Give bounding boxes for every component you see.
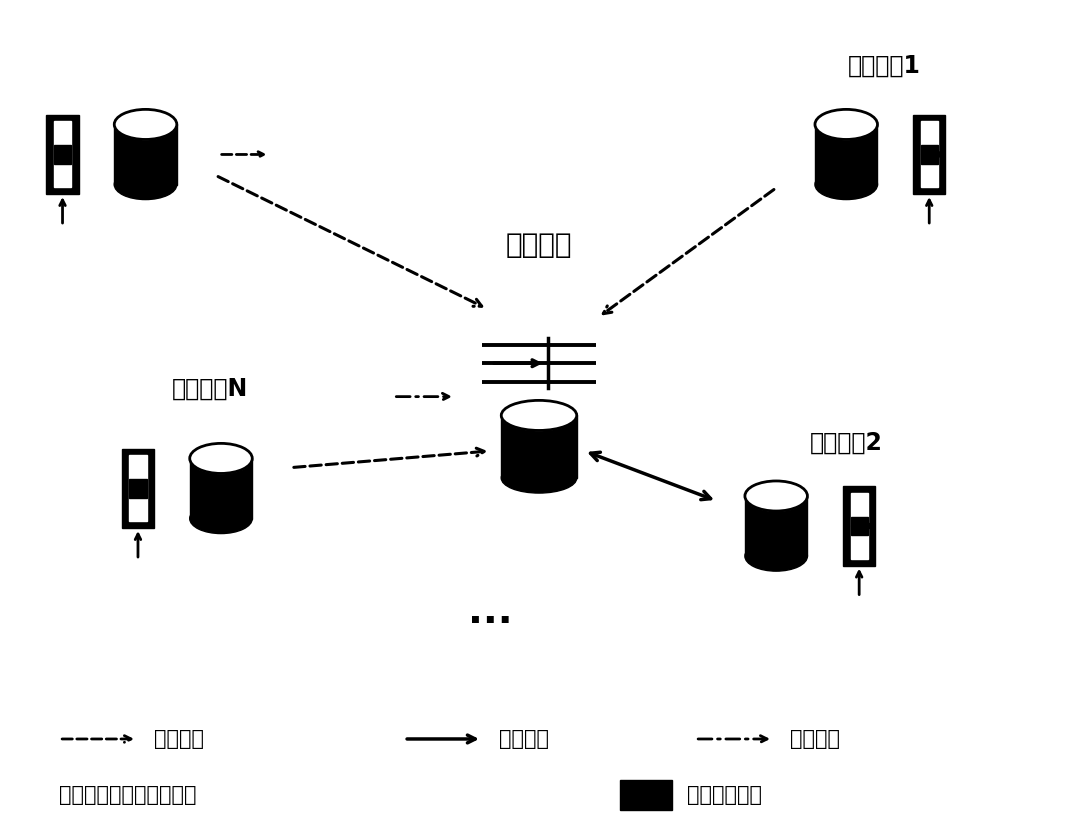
Text: 来自任务节点卸载的任务: 来自任务节点卸载的任务 (59, 785, 197, 805)
Bar (843, 486, 875, 566)
Bar (190, 458, 252, 519)
Ellipse shape (501, 401, 577, 431)
Ellipse shape (190, 443, 252, 473)
Bar (114, 124, 177, 185)
Text: 帮助节点N: 帮助节点N (172, 377, 248, 401)
Bar (913, 115, 945, 195)
Bar (129, 455, 147, 521)
Text: 帮助节点1: 帮助节点1 (847, 53, 921, 78)
Ellipse shape (114, 109, 177, 139)
Ellipse shape (745, 541, 807, 571)
Bar (620, 780, 672, 810)
Bar (921, 145, 938, 164)
Ellipse shape (114, 170, 177, 200)
Text: 队列方向: 队列方向 (499, 729, 549, 749)
Text: 帮助节点2: 帮助节点2 (810, 431, 883, 455)
Bar (54, 122, 71, 188)
Bar (122, 449, 154, 529)
Ellipse shape (815, 170, 877, 200)
Bar (815, 124, 877, 185)
Text: 其它计算任务: 其它计算任务 (687, 785, 762, 805)
Bar (851, 493, 868, 559)
Text: 任务节点: 任务节点 (506, 230, 572, 259)
Ellipse shape (190, 504, 252, 534)
Bar (745, 496, 807, 556)
Bar (501, 416, 577, 478)
Bar (46, 115, 79, 195)
Text: 移动方向: 移动方向 (154, 729, 204, 749)
Ellipse shape (815, 109, 877, 139)
Bar (54, 145, 71, 164)
Bar (921, 122, 938, 188)
Text: ···: ··· (468, 603, 513, 641)
Ellipse shape (501, 463, 577, 493)
Text: 通信范围: 通信范围 (790, 729, 840, 749)
Bar (129, 479, 147, 498)
Bar (851, 517, 868, 535)
Ellipse shape (745, 481, 807, 511)
